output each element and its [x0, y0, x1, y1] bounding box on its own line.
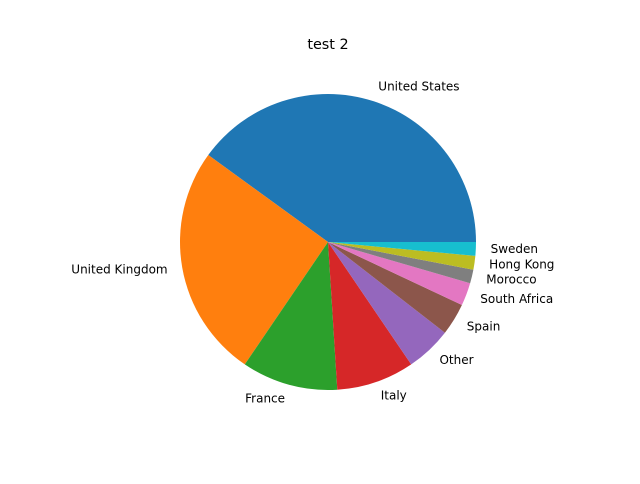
pie-slices [180, 94, 476, 391]
pie-slice-morocco [328, 242, 474, 284]
pie-slice-italy [328, 242, 412, 390]
pie-slice-france [244, 242, 338, 391]
pie-slice-sweden [328, 242, 476, 256]
slice-labels: United States United Kingdom France Italy Ot… [71, 80, 554, 406]
slice-label-south-africa: South Africa [480, 292, 553, 306]
slice-label-morocco: Morocco [486, 273, 536, 287]
chart-title: test 2 [307, 37, 348, 53]
pie-slice-other [328, 242, 445, 365]
pie-slice-south-africa [328, 242, 471, 306]
slice-label-italy: Italy [381, 389, 407, 403]
slice-label-france: France [245, 392, 285, 406]
slice-label-hong-kong: Hong Kong [489, 257, 554, 271]
pie-slice-spain [328, 242, 462, 333]
slice-label-united-states: United States [378, 80, 459, 94]
pie-slice-united-kingdom [180, 155, 328, 365]
slice-label-spain: Spain [467, 320, 501, 334]
pie-slice-hong-kong [328, 242, 476, 270]
slice-label-other: Other [439, 353, 473, 367]
pie-slice-united-states [208, 94, 476, 243]
slice-label-sweden: Sweden [491, 242, 538, 256]
slice-label-united-kingdom: United Kingdom [71, 262, 167, 276]
